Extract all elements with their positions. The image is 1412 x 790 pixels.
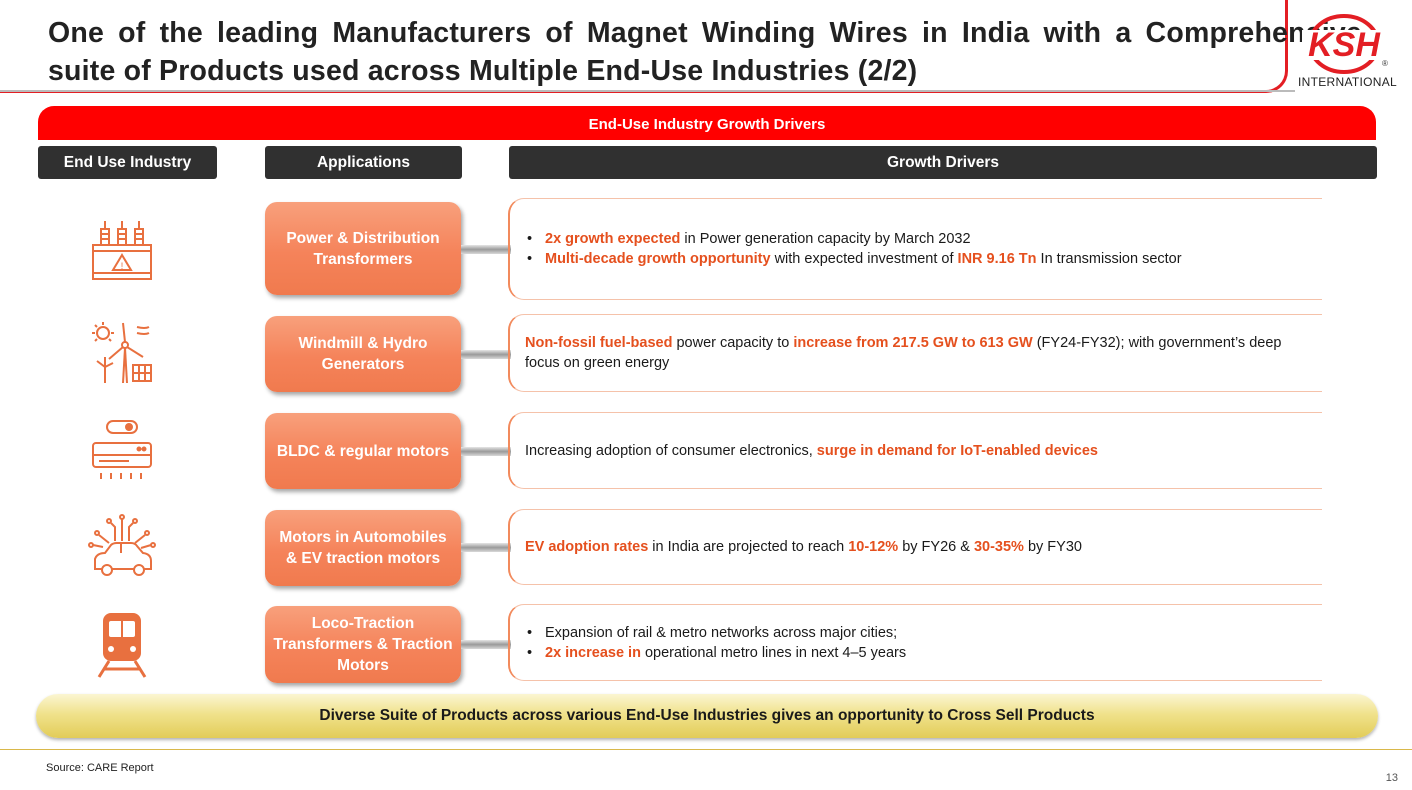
industry-icon-cell [82,608,162,680]
driver-text: Expansion of rail & metro networks acros… [545,624,898,641]
header-divider [0,90,1295,92]
highlighted-text: 30-35% [973,539,1024,555]
driver-text: In transmission sector [1036,251,1182,267]
growth-drivers-banner: End-Use Industry Growth Drivers [38,106,1376,140]
logo-caption: INTERNATIONAL [1298,75,1398,89]
ksh-logo: KSH ® [1296,10,1396,92]
svg-text:!: ! [121,261,124,271]
growth-driver-item: 2x growth expected in Power generation c… [525,229,1318,249]
application-box-loco-traction: Loco-Traction Transformers & Traction Mo… [265,606,461,683]
logo-registered-mark: ® [1382,59,1388,68]
growth-driver-box: Increasing adoption of consumer electron… [508,412,1322,489]
industry-icon-cell [82,512,162,584]
source-note: Source: CARE Report [46,762,154,774]
column-header-applications: Applications [265,146,462,179]
industry-icon-cell: ! [82,214,162,286]
footer-divider [0,749,1412,750]
growth-driver-list: Increasing adoption of consumer electron… [525,441,1318,461]
row-connector [461,350,511,359]
growth-driver-item: Increasing adoption of consumer electron… [525,441,1318,461]
row-connector [461,245,511,254]
growth-driver-item: Expansion of rail & metro networks acros… [525,623,1318,643]
driver-text: (FY24-FY32); with government’s deep focu… [525,335,1282,371]
growth-driver-box: Expansion of rail & metro networks acros… [508,604,1322,681]
driver-text: operational metro lines in next 4–5 year… [640,644,907,661]
page-title: One of the leading Manufacturers of Magn… [48,14,1362,90]
driver-text: in Power generation capacity by March 20… [680,231,971,247]
driver-text: with expected investment of [770,251,958,267]
driver-text: power capacity to [672,335,794,351]
highlighted-text: surge in demand for IoT-enabled devices [816,442,1098,459]
growth-driver-list: Expansion of rail & metro networks acros… [525,623,1318,663]
electric-car-icon [88,514,156,576]
growth-driver-item: Non-fossil fuel-based power capacity to … [525,333,1318,373]
growth-driver-list: Non-fossil fuel-based power capacity to … [525,333,1318,373]
growth-driver-item: 2x increase in operational metro lines i… [525,643,1318,663]
column-header-industry: End Use Industry [38,146,217,179]
driver-text: by FY30 [1023,539,1082,555]
growth-driver-item: EV adoption rates in India are projected… [525,537,1318,557]
row-connector [461,640,511,649]
highlighted-text: INR 9.16 Tn [957,251,1037,267]
page-title-line-1: One of the leading Manufacturers of Magn… [48,17,1362,49]
transformer-icon: ! [92,221,152,280]
ksh-logo-mark: KSH ® [1302,14,1388,74]
air-conditioner-icon [92,420,152,479]
industry-icon-cell [82,416,162,488]
application-box-windmill-hydro: Windmill & Hydro Generators [265,316,461,392]
growth-driver-box: 2x growth expected in Power generation c… [508,198,1322,300]
row-connector [461,447,511,456]
growth-driver-box: Non-fossil fuel-based power capacity to … [508,314,1322,392]
highlighted-text: 2x growth expected [545,231,681,247]
page-number: 13 [1385,772,1398,784]
growth-driver-list: EV adoption rates in India are projected… [525,537,1318,557]
highlighted-text: Non-fossil fuel-based [525,335,673,351]
growth-driver-list: 2x growth expected in Power generation c… [525,229,1318,269]
application-box-bldc-motors: BLDC & regular motors [265,413,461,489]
logo-text: KSH [1308,26,1381,64]
cross-sell-banner: Diverse Suite of Products across various… [36,694,1378,738]
train-icon [97,613,147,678]
row-connector [461,543,511,552]
growth-driver-box: EV adoption rates in India are projected… [508,509,1322,585]
application-box-power-transformers: Power & Distribution Transformers [265,202,461,295]
application-box-ev-motors: Motors in Automobiles & EV traction moto… [265,510,461,586]
growth-driver-item: Multi-decade growth opportunity with exp… [525,249,1318,269]
industry-icon-cell [82,318,162,390]
driver-text: in India are projected to reach [648,539,849,555]
driver-text: by FY26 & [898,539,974,555]
column-header-drivers: Growth Drivers [509,146,1377,179]
highlighted-text: 10-12% [848,539,899,555]
windmill-solar-icon [92,322,152,384]
highlighted-text: EV adoption rates [525,539,649,555]
highlighted-text: increase from 217.5 GW to 613 GW [793,335,1033,351]
highlighted-text: 2x increase in [545,644,641,661]
page-title-line-2: suite of Products used across Multiple E… [48,55,918,87]
driver-text: Increasing adoption of consumer electron… [525,442,817,459]
highlighted-text: Multi-decade growth opportunity [545,251,771,267]
